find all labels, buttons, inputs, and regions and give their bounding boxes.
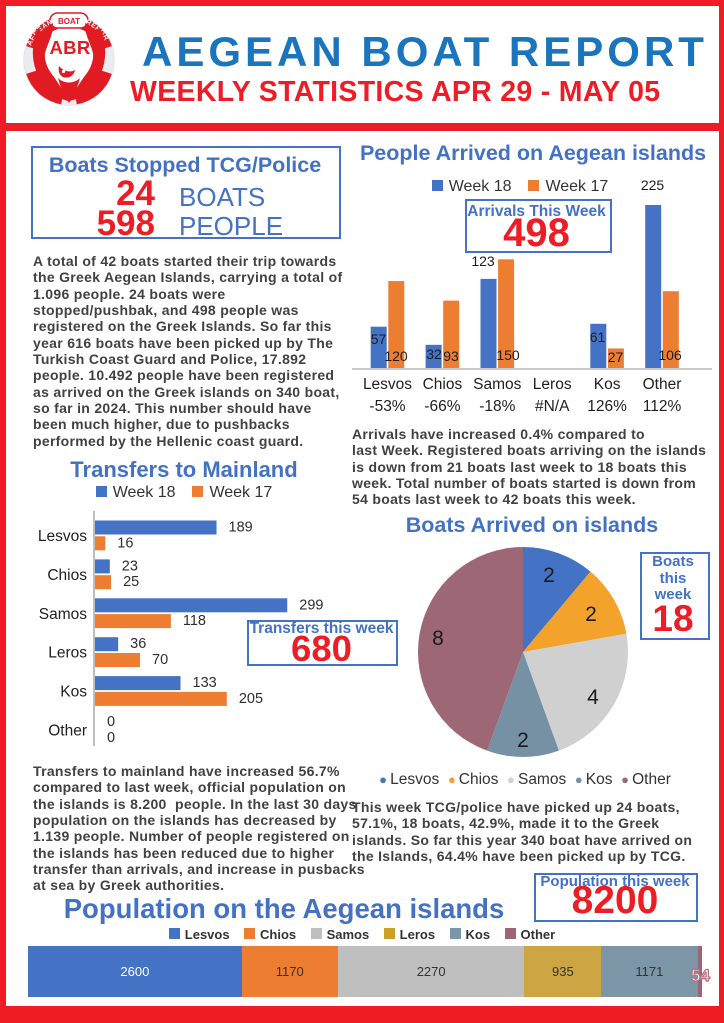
svg-text:106: 106 [658, 347, 682, 363]
svg-text:4: 4 [587, 686, 599, 709]
svg-text:36: 36 [130, 636, 146, 652]
svg-text:Chios: Chios [47, 567, 87, 584]
svg-text:2: 2 [517, 729, 529, 752]
svg-text:Other: Other [48, 722, 87, 739]
svg-text:Leros: Leros [48, 645, 87, 662]
svg-text:123: 123 [471, 253, 495, 269]
svg-text:70: 70 [152, 652, 168, 668]
svg-text:150: 150 [496, 347, 520, 363]
svg-text:Other: Other [643, 376, 682, 393]
svg-text:8: 8 [432, 627, 444, 650]
svg-text:118: 118 [183, 613, 206, 629]
svg-text:Lesvos: Lesvos [38, 528, 87, 545]
svg-text:93: 93 [443, 348, 459, 364]
svg-text:BOAT: BOAT [58, 17, 80, 26]
svg-text:Kos: Kos [594, 376, 621, 393]
svg-text:133: 133 [193, 675, 217, 691]
svg-text:299: 299 [299, 597, 323, 613]
svg-text:-18%: -18% [479, 398, 515, 415]
svg-text:25: 25 [123, 574, 139, 590]
svg-text:Chios: Chios [423, 376, 463, 393]
svg-text:Samos: Samos [39, 606, 87, 623]
svg-text:2: 2 [585, 603, 597, 626]
svg-text:0: 0 [107, 730, 115, 746]
svg-text:ABR: ABR [50, 37, 91, 58]
svg-text:Samos: Samos [473, 376, 521, 393]
svg-text:Kos: Kos [60, 684, 87, 701]
svg-text:-66%: -66% [424, 398, 460, 415]
svg-text:Lesvos: Lesvos [363, 376, 412, 393]
svg-text:32: 32 [426, 346, 442, 362]
svg-text:189: 189 [229, 520, 253, 536]
svg-text:0: 0 [107, 714, 115, 730]
svg-text:23: 23 [122, 558, 138, 574]
svg-text:16: 16 [117, 535, 133, 551]
svg-text:27: 27 [608, 349, 624, 365]
svg-text:112%: 112% [643, 398, 682, 415]
svg-text:61: 61 [590, 329, 606, 345]
svg-text:126%: 126% [587, 398, 627, 415]
svg-text:Leros: Leros [533, 376, 572, 393]
svg-text:225: 225 [641, 177, 665, 193]
svg-text:205: 205 [239, 691, 263, 707]
svg-text:2: 2 [543, 564, 555, 587]
svg-text:57: 57 [371, 331, 387, 347]
svg-text:#N/A: #N/A [535, 398, 570, 415]
svg-text:120: 120 [384, 348, 408, 364]
svg-text:-53%: -53% [369, 398, 405, 415]
